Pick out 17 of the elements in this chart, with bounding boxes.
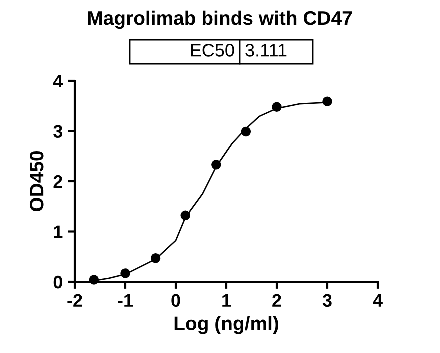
text: 3.111 <box>246 44 287 57</box>
y-tick-label: 0 <box>54 276 62 289</box>
x-tick-label: -1 <box>118 294 134 307</box>
x-tick-label: 1 <box>222 294 232 307</box>
y-tick-label: 4 <box>53 75 64 88</box>
x-tick-label: -2 <box>68 294 82 307</box>
x-tick-label: 2 <box>272 294 282 307</box>
x-tick-label: 0 <box>172 294 180 308</box>
y-tick-label: 3 <box>54 125 63 138</box>
y-tick-label: 1 <box>54 226 63 238</box>
y-axis-title: OD450 <box>30 151 44 212</box>
text: EC50 <box>191 44 234 57</box>
chart-title: Magrolimab binds with CD47 <box>88 10 352 30</box>
x-tick-label: 4 <box>373 294 383 307</box>
x-tick-label: 3 <box>322 294 332 308</box>
y-tick-label: 2 <box>54 175 62 188</box>
x-axis-title: Log (ng/ml) <box>174 316 278 334</box>
